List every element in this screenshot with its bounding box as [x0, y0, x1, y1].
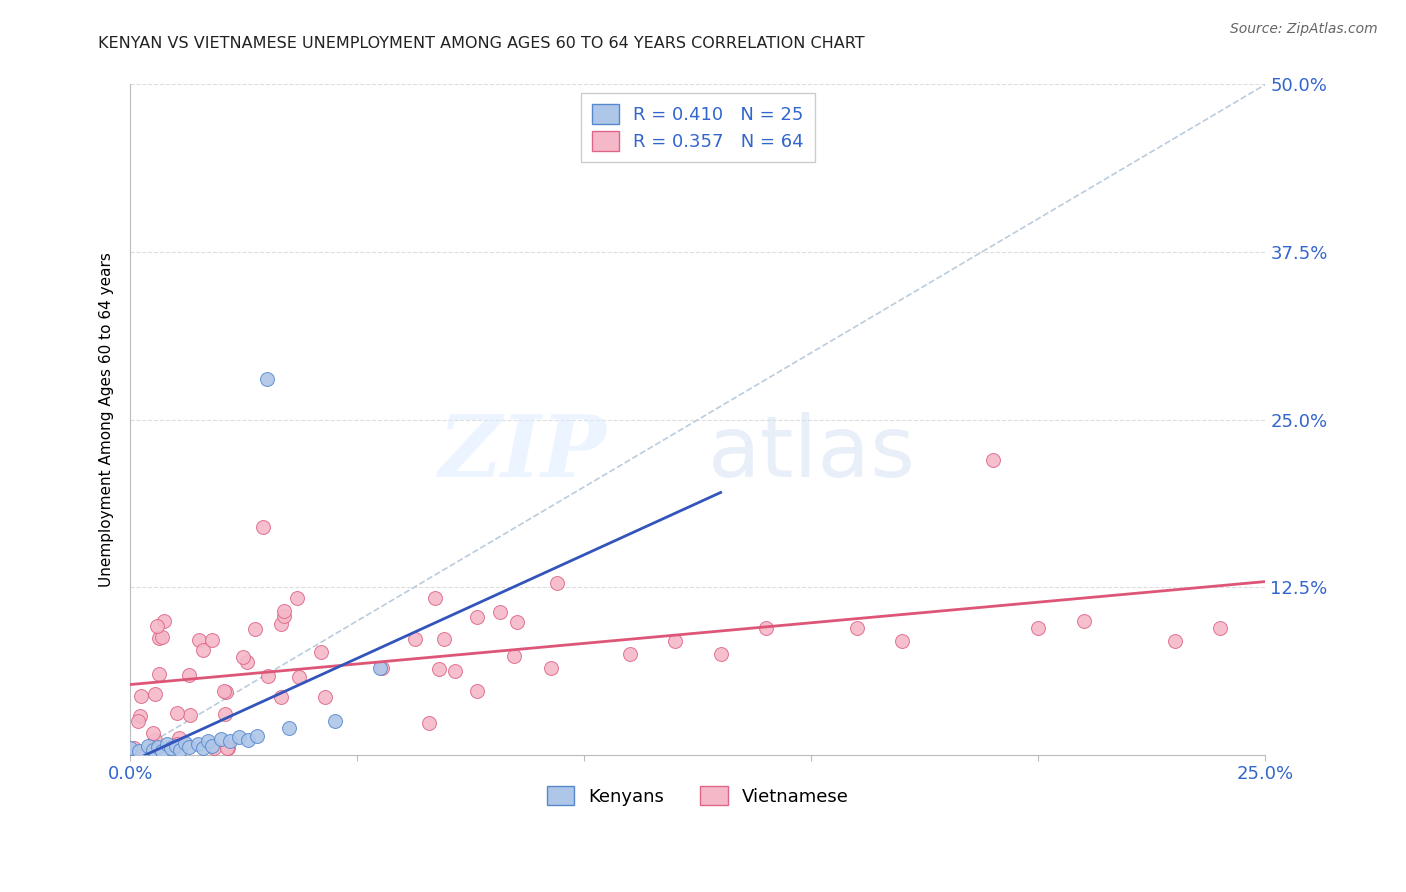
Point: [246, 729, 269, 743]
Point: [120, 741, 142, 756]
Point: [427, 662, 450, 676]
Point: [488, 605, 510, 619]
Point: [179, 707, 201, 722]
Point: [664, 634, 686, 648]
Point: [502, 649, 524, 664]
Point: [209, 731, 232, 746]
Point: [166, 738, 188, 752]
Point: [219, 734, 242, 748]
Point: [146, 619, 169, 633]
Point: [148, 631, 170, 645]
Point: [423, 591, 446, 605]
Point: [506, 615, 529, 630]
Point: [270, 690, 292, 704]
Point: [287, 669, 309, 683]
Point: [981, 453, 1004, 467]
Point: [214, 683, 236, 698]
Text: atlas: atlas: [707, 412, 915, 495]
Point: [150, 630, 173, 644]
Point: [128, 744, 150, 758]
Point: [256, 372, 278, 386]
Point: [540, 661, 562, 675]
Point: [238, 733, 260, 747]
Point: [710, 648, 733, 662]
Point: [127, 714, 149, 728]
Point: [845, 620, 868, 634]
Point: [129, 690, 152, 704]
Legend: Kenyans, Vietnamese: Kenyans, Vietnamese: [540, 779, 856, 813]
Point: [278, 721, 301, 735]
Point: [122, 741, 145, 756]
Point: [1209, 620, 1232, 634]
Point: [165, 739, 187, 753]
Point: [235, 655, 257, 669]
Point: [323, 714, 346, 729]
Point: [156, 737, 179, 751]
Point: [202, 741, 225, 756]
Point: [215, 741, 238, 756]
Text: KENYAN VS VIETNAMESE UNEMPLOYMENT AMONG AGES 60 TO 64 YEARS CORRELATION CHART: KENYAN VS VIETNAMESE UNEMPLOYMENT AMONG …: [98, 36, 865, 51]
Point: [418, 715, 440, 730]
Point: [197, 734, 219, 748]
Point: [404, 632, 426, 646]
Point: [148, 666, 170, 681]
Point: [1163, 634, 1185, 648]
Text: Source: ZipAtlas.com: Source: ZipAtlas.com: [1230, 22, 1378, 37]
Point: [228, 731, 250, 745]
Point: [150, 744, 173, 758]
Point: [1073, 614, 1095, 628]
Point: [273, 604, 295, 618]
Point: [215, 684, 238, 698]
Point: [243, 622, 266, 636]
Point: [270, 616, 292, 631]
Point: [432, 632, 454, 647]
Point: [232, 650, 254, 665]
Point: [285, 591, 308, 605]
Point: [177, 668, 200, 682]
Point: [160, 741, 183, 756]
Point: [465, 610, 488, 624]
Point: [167, 731, 190, 745]
Point: [146, 739, 169, 754]
Point: [252, 520, 274, 534]
Point: [169, 742, 191, 756]
Point: [467, 684, 489, 698]
Point: [1028, 620, 1050, 634]
Point: [143, 687, 166, 701]
Point: [191, 643, 214, 657]
Point: [314, 690, 336, 705]
Point: [173, 736, 195, 750]
Point: [142, 742, 165, 756]
Point: [257, 669, 280, 683]
Point: [309, 645, 332, 659]
Point: [371, 661, 394, 675]
Point: [273, 608, 295, 623]
Text: ZIP: ZIP: [439, 411, 607, 495]
Point: [201, 739, 224, 753]
Point: [755, 620, 778, 634]
Point: [166, 706, 188, 720]
Point: [179, 739, 201, 754]
Point: [546, 576, 568, 591]
Point: [153, 614, 176, 628]
Y-axis label: Unemployment Among Ages 60 to 64 years: Unemployment Among Ages 60 to 64 years: [100, 252, 114, 587]
Point: [201, 633, 224, 648]
Point: [187, 737, 209, 751]
Point: [619, 648, 641, 662]
Point: [217, 741, 239, 756]
Point: [138, 739, 160, 753]
Point: [191, 741, 214, 756]
Point: [368, 661, 391, 675]
Point: [444, 664, 467, 678]
Point: [141, 726, 163, 740]
Point: [188, 633, 211, 648]
Point: [128, 708, 150, 723]
Point: [214, 706, 236, 721]
Point: [143, 733, 166, 747]
Point: [891, 634, 914, 648]
